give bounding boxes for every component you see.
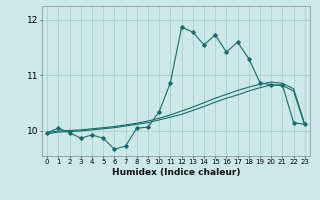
X-axis label: Humidex (Indice chaleur): Humidex (Indice chaleur)	[112, 168, 240, 177]
